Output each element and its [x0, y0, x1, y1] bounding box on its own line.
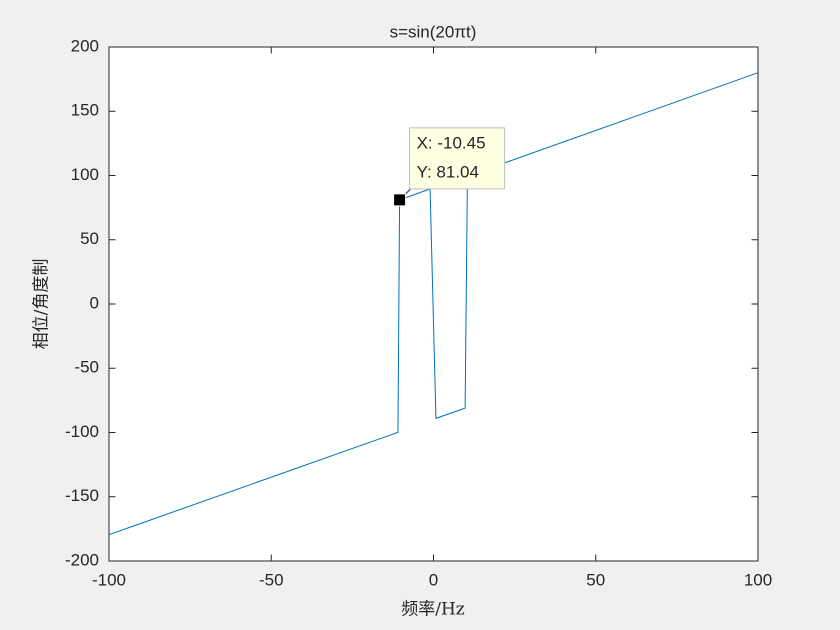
x-tick-label: 100 [744, 570, 772, 589]
axes-box [108, 46, 759, 562]
y-tick-label: -100 [65, 422, 99, 441]
y-tick-label: 0 [90, 293, 99, 312]
x-axis-label: 频率/Hz [401, 600, 465, 620]
x-tick-label: 50 [586, 570, 605, 589]
x-tick-label: -100 [92, 570, 126, 589]
y-tick-label: 150 [71, 101, 99, 120]
datatip-label: Y: 81.04 [417, 162, 479, 181]
datatip-label: X: -10.45 [417, 133, 486, 152]
x-tick-label: 0 [429, 570, 438, 589]
y-axis-label: 相位/角度制 [32, 259, 52, 350]
datatip-box [409, 127, 506, 190]
y-tick-label: -150 [65, 486, 99, 505]
chart-title: s=sin(20πt) [390, 22, 477, 41]
x-tick-label: -50 [259, 570, 284, 589]
data-line [108, 72, 759, 536]
y-tick-label: 200 [71, 36, 99, 55]
y-tick-label: 100 [71, 165, 99, 184]
y-tick-label: 50 [80, 229, 99, 248]
y-tick-label: -200 [65, 550, 99, 569]
y-tick-label: -50 [74, 358, 99, 377]
datatip-marker [393, 193, 407, 207]
